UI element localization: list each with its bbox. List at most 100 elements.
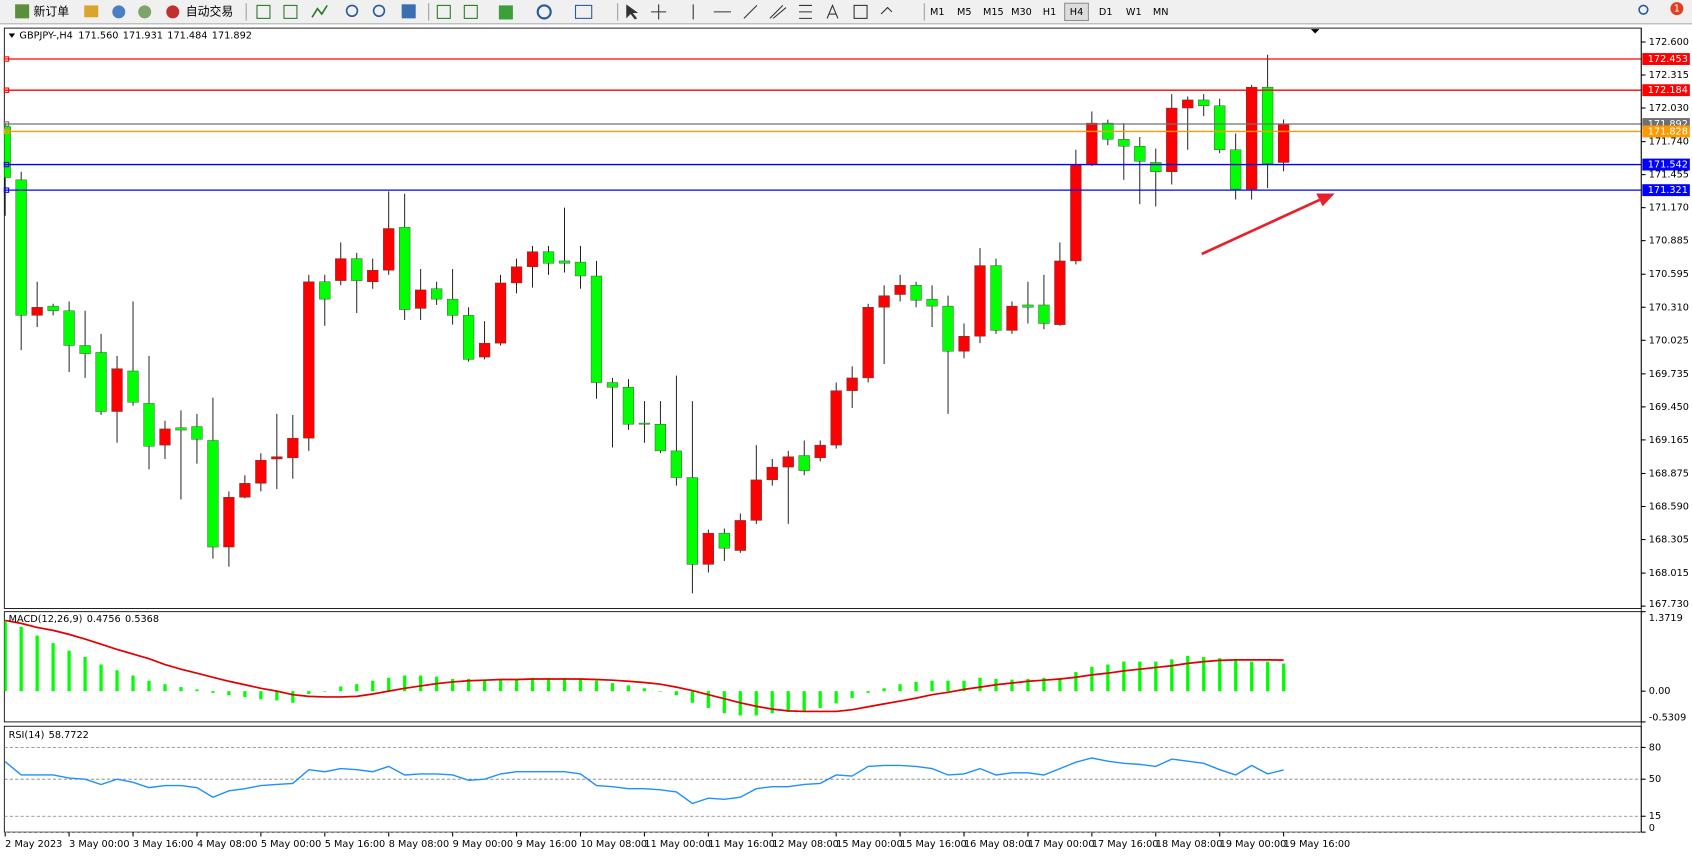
timeframe-button[interactable] [1064, 2, 1089, 22]
timeframe-label[interactable]: M1 [930, 7, 945, 18]
icon[interactable] [574, 4, 593, 19]
rsi-name: RSI(14) [9, 730, 45, 741]
label-tool[interactable] [853, 4, 868, 19]
histogram-bar [722, 691, 726, 714]
high: 171.931 [123, 31, 163, 42]
histogram-bar [1266, 661, 1270, 692]
icon[interactable] [112, 5, 126, 19]
new-order-icon[interactable] [15, 4, 30, 19]
x-tick-label: 5 May 00:00 [261, 839, 321, 850]
y-tick-label: 170.025 [1649, 335, 1689, 346]
auto-trade-icon[interactable] [166, 5, 180, 19]
y-tick-label: 171.455 [1649, 170, 1689, 181]
y-tick-label: 0.00 [1649, 686, 1671, 697]
timeframe-label[interactable]: D1 [1099, 7, 1113, 18]
candle-body [463, 315, 475, 360]
x-tick-label: 8 May 08:00 [389, 839, 449, 850]
candle-body [526, 251, 539, 267]
histogram-bar [1042, 677, 1046, 692]
text-tool[interactable] [826, 3, 839, 19]
candle-body [718, 532, 730, 549]
timeframe-label[interactable]: M15 [983, 7, 1004, 18]
header-arrow[interactable] [8, 33, 16, 38]
icon[interactable] [256, 4, 271, 19]
timeframe-label[interactable]: W1 [1126, 7, 1142, 18]
icon[interactable] [401, 4, 416, 19]
timeframe-label[interactable]: H4 [1070, 7, 1083, 18]
candle-body [478, 342, 491, 358]
y-tick-label: -0.5309 [1649, 713, 1686, 724]
candle-body [942, 305, 954, 352]
icon[interactable] [84, 5, 99, 18]
candle-body [239, 483, 251, 498]
histogram-bar [371, 680, 375, 692]
x-tick-label: 15 May 16:00 [900, 839, 967, 850]
histogram-bar [882, 688, 886, 692]
icon[interactable] [283, 4, 298, 19]
auto-trade[interactable]: 自动交易 [186, 4, 233, 18]
timeframe-label[interactable]: M30 [1011, 7, 1032, 18]
level-handle [3, 121, 10, 127]
timeframes: M1 M5 M15 M30 H1 H4 D1 W1 MN [930, 2, 1169, 22]
x-tick-label: 4 May 08:00 [197, 839, 257, 850]
icon[interactable] [311, 4, 328, 18]
candle-body [590, 275, 603, 383]
candle-body [510, 266, 523, 284]
candle-body [910, 285, 922, 301]
x-tick-label: 16 May 08:00 [964, 839, 1031, 850]
x-tick-label: 10 May 08:00 [580, 839, 647, 850]
candle-body [1150, 162, 1162, 172]
icon[interactable] [138, 5, 152, 19]
symbol: GBPJPY-,H4 [19, 31, 72, 42]
zoom-out[interactable] [372, 4, 386, 18]
fibo-tool[interactable] [799, 4, 812, 19]
indicator-line [4, 757, 1284, 805]
histogram-bar [387, 677, 391, 692]
icon[interactable] [498, 5, 513, 20]
timeframe-label[interactable]: M5 [957, 7, 972, 18]
candle-body [782, 456, 794, 468]
candle-body [814, 444, 826, 459]
candle-body [319, 281, 331, 300]
channel-tool[interactable] [769, 5, 787, 19]
notification-badge[interactable] [1670, 2, 1684, 16]
histogram-bar [850, 691, 854, 699]
level-label: 172.184 [1648, 85, 1688, 96]
candle-body [702, 532, 714, 565]
histogram-bar [1106, 664, 1110, 692]
panel [3, 27, 1642, 609]
cursor-tool[interactable] [626, 4, 639, 20]
new-order[interactable]: 新订单 [33, 4, 69, 18]
zoom-in[interactable] [345, 4, 359, 18]
candle-body [287, 437, 299, 459]
histogram-bar [578, 678, 583, 692]
histogram-bar [323, 691, 327, 692]
y-tick-label: 1.3719 [1649, 613, 1683, 624]
timeframe-label[interactable]: MN [1153, 7, 1169, 18]
search[interactable] [1638, 4, 1649, 15]
y-tick-label: 50 [1649, 774, 1661, 785]
histogram-bar [610, 683, 615, 692]
histogram-bar [1090, 666, 1094, 692]
shift-marker[interactable] [1310, 29, 1320, 34]
candle-body [335, 258, 347, 281]
crosshair-tool[interactable] [651, 4, 667, 20]
candle-body [766, 466, 778, 481]
candle-body [926, 298, 938, 307]
candles [4, 54, 1290, 594]
signal-value: 0.5368 [125, 614, 159, 625]
icon[interactable] [436, 4, 451, 19]
y-tick-label: 169.450 [1649, 402, 1689, 413]
arrow-tool[interactable] [880, 6, 893, 15]
icon[interactable] [463, 4, 478, 19]
histogram-bar [195, 689, 199, 692]
histogram-bar [530, 677, 535, 692]
timeframe-label[interactable]: H1 [1043, 7, 1056, 18]
trendline-tool[interactable] [743, 5, 758, 19]
x-tick-label: 18 May 08:00 [1156, 839, 1223, 850]
level-handle [3, 187, 10, 193]
histogram-bar [1154, 661, 1158, 692]
icon[interactable] [536, 4, 552, 20]
candle-body [79, 345, 91, 354]
